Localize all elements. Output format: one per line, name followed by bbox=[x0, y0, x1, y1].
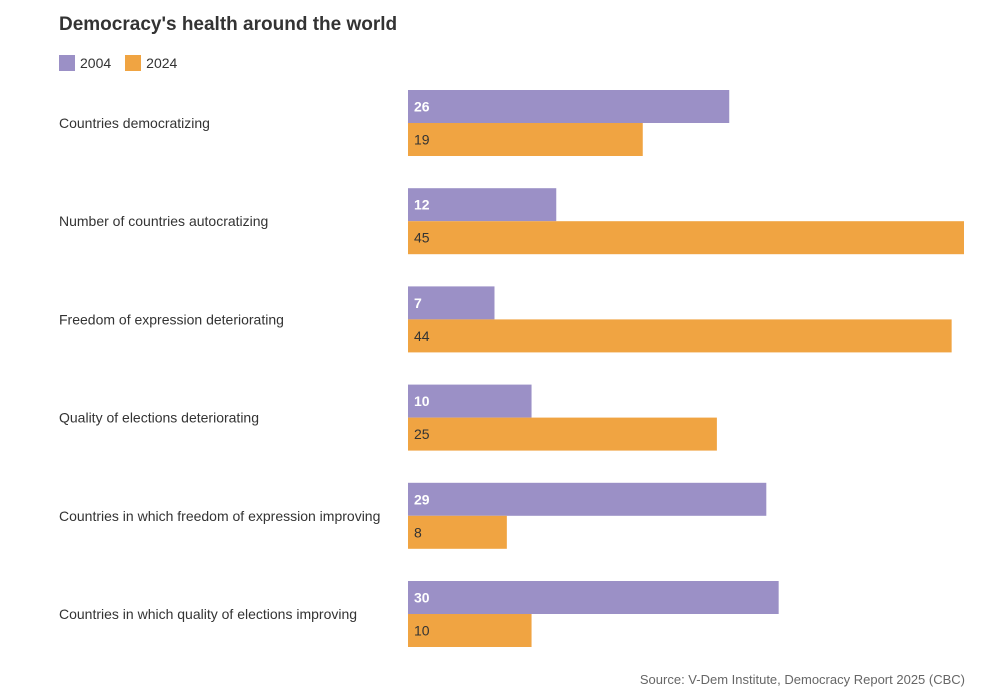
bar-2024 bbox=[408, 614, 532, 647]
bar-2004 bbox=[408, 384, 532, 418]
bar-2024 bbox=[408, 319, 952, 353]
bar-value-label-2024: 25 bbox=[414, 426, 430, 442]
bar-2024 bbox=[408, 221, 964, 255]
bar-chart: Countries democratizing 26 19 Number of cou… bbox=[59, 90, 964, 647]
bar-2004 bbox=[408, 581, 779, 614]
legend-label-2024: 2024 bbox=[146, 55, 178, 71]
category-group-countries-democratizing: Countries democratizing 26 19 bbox=[59, 90, 730, 156]
bar-2004 bbox=[408, 90, 730, 123]
bar-value-label-2004: 26 bbox=[414, 99, 430, 115]
bar-2024 bbox=[408, 123, 643, 156]
bar-value-label-2004: 7 bbox=[414, 295, 422, 311]
category-group-number-of-countries-autocratizing: Number of countries autocratizing 12 45 bbox=[59, 188, 964, 255]
legend-swatch-2004 bbox=[59, 55, 75, 71]
bar-value-label-2024: 19 bbox=[414, 132, 430, 148]
category-label: Freedom of expression deteriorating bbox=[59, 311, 284, 327]
bar-value-label-2004: 10 bbox=[414, 393, 430, 409]
bar-value-label-2024: 10 bbox=[414, 623, 430, 639]
category-label: Number of countries autocratizing bbox=[59, 213, 268, 229]
bar-value-label-2024: 44 bbox=[414, 328, 430, 344]
source-note: Source: V-Dem Institute, Democracy Repor… bbox=[639, 672, 965, 687]
category-group-countries-in-which-freedom-of-expression-improving: Countries in which freedom of expression… bbox=[59, 482, 767, 549]
legend: 2004 2024 bbox=[59, 55, 191, 71]
category-label: Countries in which quality of elections … bbox=[59, 606, 357, 622]
legend-label-2004: 2004 bbox=[80, 55, 112, 71]
bar-value-label-2004: 12 bbox=[414, 197, 430, 213]
category-label: Quality of elections deteriorating bbox=[59, 410, 259, 426]
chart-title: Democracy's health around the world bbox=[59, 14, 398, 35]
bar-2004 bbox=[408, 482, 767, 516]
bar-value-label-2004: 30 bbox=[414, 590, 430, 606]
category-group-freedom-of-expression-deteriorating: Freedom of expression deteriorating 7 44 bbox=[59, 286, 952, 353]
bar-value-label-2004: 29 bbox=[414, 491, 430, 507]
bar-2024 bbox=[408, 417, 717, 451]
bar-2004 bbox=[408, 286, 495, 320]
bar-2024 bbox=[408, 515, 507, 549]
bar-value-label-2024: 45 bbox=[414, 230, 430, 246]
legend-item-2024: 2024 bbox=[125, 55, 177, 71]
bar-value-label-2024: 8 bbox=[414, 524, 422, 540]
category-group-countries-in-which-quality-of-elections-improving: Countries in which quality of elections … bbox=[59, 581, 779, 647]
bar-2004 bbox=[408, 188, 557, 222]
category-group-quality-of-elections-deteriorating: Quality of elections deteriorating 10 25 bbox=[59, 384, 717, 451]
category-label: Countries democratizing bbox=[59, 115, 210, 131]
category-label: Countries in which freedom of expression… bbox=[59, 508, 380, 524]
legend-item-2004: 2004 bbox=[59, 55, 111, 71]
legend-swatch-2024 bbox=[125, 55, 142, 71]
